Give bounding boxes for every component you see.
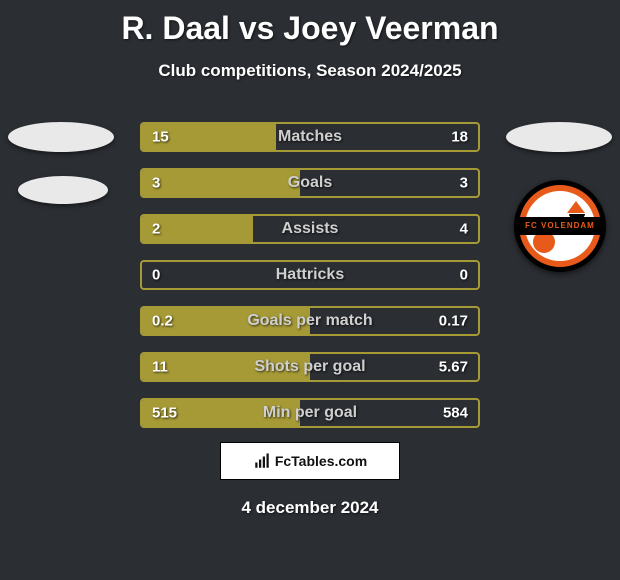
stat-value-left: 2 (152, 221, 160, 238)
stat-label: Assists (142, 220, 478, 238)
stat-value-right: 584 (443, 405, 468, 422)
player-club-left (18, 176, 108, 204)
footer-brand-box: FcTables.com (220, 442, 400, 480)
stat-value-right: 3 (460, 175, 468, 192)
page-subtitle: Club competitions, Season 2024/2025 (0, 61, 620, 81)
stat-row: Matches15 18 (140, 122, 480, 152)
stat-label: Hattricks (142, 266, 478, 284)
footer-date: 4 december 2024 (0, 498, 620, 518)
stat-value-right: 5.67 (439, 359, 468, 376)
stat-label: Shots per goal (142, 358, 478, 376)
player-avatar-right (506, 122, 612, 152)
footer-brand-text: FcTables.com (275, 453, 367, 469)
stat-label: Goals (142, 174, 478, 192)
stat-row: Goals3 3 (140, 168, 480, 198)
stat-label: Goals per match (142, 312, 478, 330)
stat-value-left: 3 (152, 175, 160, 192)
club-logo-text: FC VOLENDAM (515, 217, 605, 235)
stat-value-right: 18 (451, 129, 468, 146)
page-title: R. Daal vs Joey Veerman (0, 0, 620, 47)
stat-value-left: 515 (152, 405, 177, 422)
stat-row: Goals per match0.2 0.17 (140, 306, 480, 336)
stat-row: Shots per goal11 5.67 (140, 352, 480, 382)
stat-label: Matches (142, 128, 478, 146)
player-avatar-left (8, 122, 114, 152)
stat-row: Assists2 4 (140, 214, 480, 244)
stat-value-left: 15 (152, 129, 169, 146)
stat-value-right: 0.17 (439, 313, 468, 330)
chart-icon (253, 452, 271, 470)
stat-value-right: 4 (460, 221, 468, 238)
stat-value-left: 0.2 (152, 313, 173, 330)
stat-row: Hattricks0 0 (140, 260, 480, 290)
stat-label: Min per goal (142, 404, 478, 422)
stats-bars: Matches15 18 Goals3 3 Assists2 4 Hattricks0 0 Go… (140, 122, 480, 444)
club-logo-right: FC VOLENDAM (514, 180, 606, 272)
stat-value-left: 11 (152, 359, 168, 376)
stat-row: Min per goal515 584 (140, 398, 480, 428)
stat-value-right: 0 (460, 267, 468, 284)
stat-value-left: 0 (152, 267, 160, 284)
